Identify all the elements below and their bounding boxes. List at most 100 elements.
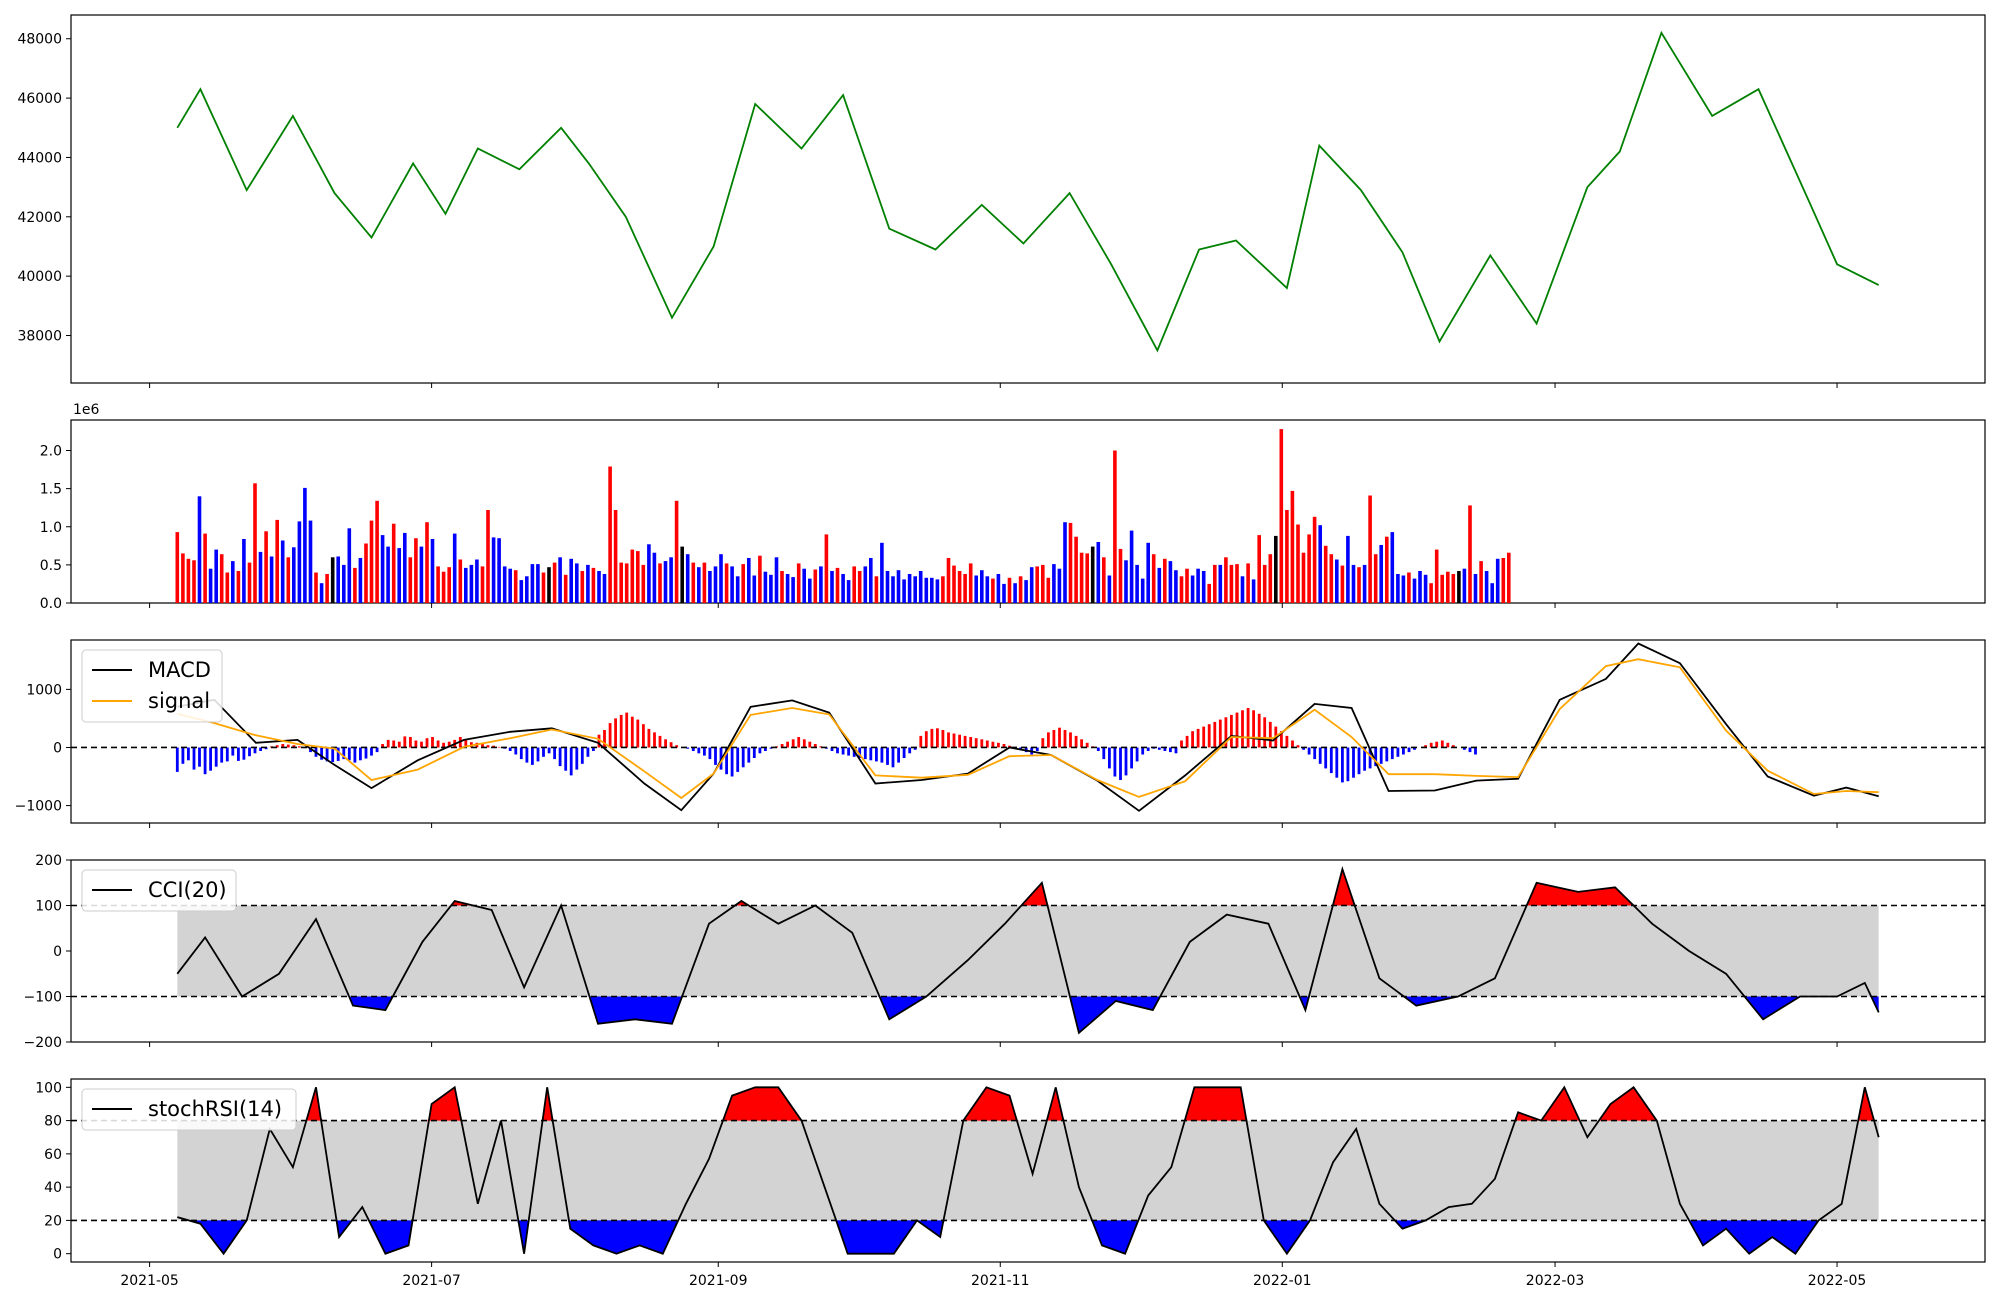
macd-histogram-bar xyxy=(614,718,617,748)
macd-histogram-bar xyxy=(203,747,207,775)
volume-bar xyxy=(913,576,917,603)
volume-bar xyxy=(1201,571,1206,603)
cci-legend: CCI(20) xyxy=(81,869,237,912)
macd-histogram-bar xyxy=(597,734,601,748)
macd-histogram-bar xyxy=(1063,730,1067,748)
volume-bar xyxy=(780,571,784,603)
volume-bar xyxy=(1412,578,1417,603)
volume-bar xyxy=(1041,564,1045,603)
volume-bar xyxy=(857,571,862,603)
macd-histogram-bar xyxy=(386,739,390,748)
volume-bar xyxy=(930,577,934,603)
macd-histogram-bar xyxy=(1363,747,1366,771)
volume-bar xyxy=(1057,568,1062,603)
volume-bar xyxy=(1151,554,1156,603)
volume-bar xyxy=(902,579,906,603)
macd-histogram-bar xyxy=(1235,712,1239,748)
macd-histogram-bar xyxy=(1318,747,1322,764)
volume-bar xyxy=(763,571,768,603)
x-tick-label: 2021-07 xyxy=(402,1273,461,1289)
macd-histogram-bar xyxy=(1130,747,1133,769)
volume-bar xyxy=(186,558,191,603)
macd-histogram-bar xyxy=(447,741,451,748)
macd-histogram-bar xyxy=(686,747,690,749)
macd-histogram-bar xyxy=(1035,747,1039,751)
macd-histogram-bar xyxy=(592,747,595,751)
macd-histogram-bar xyxy=(414,740,418,748)
macd-histogram-bar xyxy=(1174,747,1178,754)
macd-histogram-bar xyxy=(481,744,484,748)
macd-histogram-bar xyxy=(703,747,706,756)
macd-histogram-bar xyxy=(192,747,196,770)
macd-histogram-bar xyxy=(1196,728,1200,748)
volume-y-tick-label: 2.0 xyxy=(40,444,62,460)
macd-histogram-bar xyxy=(558,747,562,767)
macd-histogram-bar xyxy=(580,747,584,764)
macd-histogram-bar xyxy=(1074,735,1078,748)
macd-histogram-bar xyxy=(331,747,335,762)
macd-histogram-bar xyxy=(886,747,889,765)
volume-bar xyxy=(1329,554,1334,603)
volume-bar xyxy=(1351,564,1356,603)
macd-histogram-bar xyxy=(847,747,850,756)
cci-line xyxy=(176,865,1880,1035)
volume-bar xyxy=(636,551,640,603)
macd-histogram-bar xyxy=(991,741,995,748)
volume-bar xyxy=(369,520,374,603)
macd-histogram-bar xyxy=(220,747,224,763)
macd-histogram-bar xyxy=(1346,747,1350,782)
volume-bar xyxy=(741,564,745,603)
macd-histogram-bar xyxy=(1357,747,1361,775)
macd-histogram-bar xyxy=(1440,740,1444,748)
price-y-axis: 38000 40000 42000 44000 46000 48000 xyxy=(17,32,71,345)
macd-histogram-bar xyxy=(636,719,640,748)
volume-bar xyxy=(364,543,368,603)
macd-histogram-bar xyxy=(492,745,495,748)
macd-histogram-bar xyxy=(1329,747,1333,774)
volume-bar xyxy=(1501,558,1506,603)
macd-histogram-bar xyxy=(708,747,712,760)
volume-y-axis: 0.0 0.5 1.0 1.5 2.0 xyxy=(40,444,71,612)
volume-bar xyxy=(1113,450,1117,603)
volume-bar xyxy=(197,496,202,604)
macd-histogram-bar xyxy=(1213,721,1217,748)
macd-histogram-bar xyxy=(497,746,501,748)
macd-histogram-bar xyxy=(1008,745,1011,748)
macd-histogram-bar xyxy=(1352,747,1355,778)
volume-bar xyxy=(1129,530,1134,603)
volume-bars xyxy=(175,429,1511,604)
volume-bar xyxy=(1418,571,1422,603)
x-tick-label: 2021-09 xyxy=(689,1273,748,1289)
volume-bar xyxy=(1157,567,1162,603)
cci-legend-box xyxy=(81,869,237,912)
volume-bar xyxy=(663,561,668,603)
volume-bar xyxy=(1107,575,1112,603)
volume-bar xyxy=(980,570,984,603)
macd-histogram-bar xyxy=(1285,735,1289,748)
macd-histogram-bar xyxy=(1313,747,1317,760)
macd-histogram-bar xyxy=(1335,747,1339,778)
macd-histogram-bar xyxy=(508,747,512,751)
volume-bar xyxy=(1218,564,1223,603)
macd-histogram-bar xyxy=(442,742,445,748)
volume-bar xyxy=(1340,565,1345,603)
volume-bar xyxy=(841,574,845,603)
macd-histogram-bar xyxy=(214,747,218,767)
x-tick-label: 2022-05 xyxy=(1808,1273,1867,1289)
macd-histogram-bar xyxy=(1268,721,1272,748)
volume-bar xyxy=(1407,572,1411,603)
macd-histogram-bar xyxy=(547,747,551,754)
macd-histogram-bar xyxy=(1047,732,1050,748)
macd-histogram-bar xyxy=(1052,730,1056,748)
volume-bar xyxy=(1052,564,1056,603)
macd-histogram-bar xyxy=(309,747,312,753)
macd-histogram-bar xyxy=(924,731,928,748)
volume-bar xyxy=(203,533,207,603)
macd-histogram-bar xyxy=(397,741,401,748)
volume-bar xyxy=(1174,570,1178,603)
volume-bar xyxy=(536,564,540,603)
volume-bar xyxy=(525,576,529,603)
volume-bar xyxy=(730,566,734,603)
